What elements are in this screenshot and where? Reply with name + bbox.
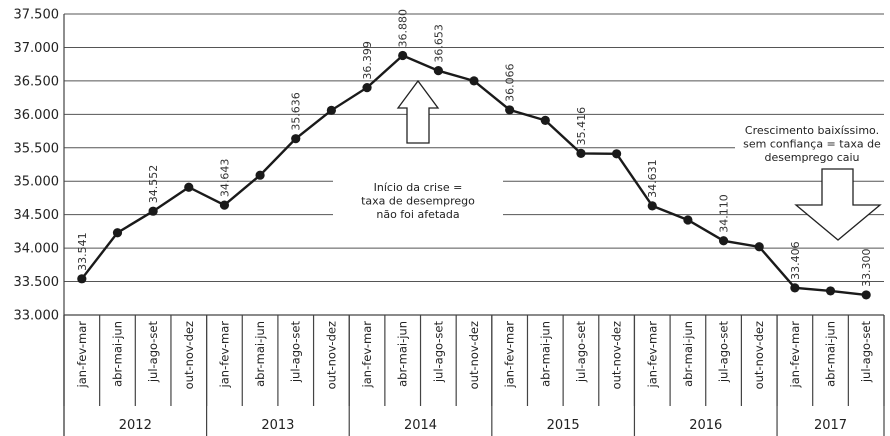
x-axis: jan-fev-mar abr-mai-jun jul-ago-set out-nov…: [63, 14, 885, 436]
y-tick-label: 35.500: [14, 141, 60, 156]
data-point: [184, 182, 194, 192]
y-tick-label: 34.000: [14, 242, 60, 257]
year-label: 2017: [814, 418, 847, 433]
x-tick-label: jul-ago-set: [289, 321, 303, 384]
data-point: [754, 242, 764, 252]
x-tick-label: abr-mai-jun: [396, 321, 410, 387]
x-tick-label: abr-mai-jun: [824, 321, 838, 387]
y-tick-label: 34.500: [14, 208, 60, 223]
year-label: 2016: [689, 418, 722, 433]
x-tick-label: out-nov-dez: [752, 321, 766, 389]
data-point: [112, 228, 123, 238]
annotation-1-text: Início da crise =: [374, 181, 463, 194]
x-tick-label: jan-fev-mar: [75, 321, 89, 389]
x-tick-label: abr-mai-jun: [253, 321, 267, 387]
data-labels: 33.541 34.552 34.643 35.636 36.399 36.880 36.6…: [76, 9, 873, 287]
data-label: 36.066: [504, 63, 517, 102]
y-tick-label: 36.500: [14, 74, 60, 89]
x-tick-label: out-nov-dez: [324, 321, 338, 389]
data-label: 33.406: [789, 241, 802, 280]
year-label: 2015: [547, 418, 580, 433]
data-label: 35.636: [290, 92, 303, 131]
y-axis-ticks: 33.000 33.500 34.000 34.500 35.000 35.500 36.0…: [14, 8, 60, 324]
up-arrow-shape: [396, 79, 440, 144]
data-point: [718, 236, 729, 246]
data-label: 36.880: [397, 9, 410, 48]
annotation-1-text: não foi afetada: [376, 208, 459, 221]
data-point: [362, 83, 372, 93]
x-tick-label: out-nov-dez: [610, 321, 624, 389]
year-label: 2013: [261, 418, 294, 433]
annotation-1-text: taxa de desemprego: [361, 195, 475, 208]
data-point: [469, 76, 479, 86]
x-tick-label: jan-fev-mar: [645, 321, 659, 389]
x-tick-label: jul-ago-set: [574, 321, 588, 384]
x-tick-label: abr-mai-jun: [110, 321, 124, 387]
data-label: 36.653: [432, 24, 445, 63]
data-point: [326, 105, 336, 115]
data-label: 35.416: [575, 107, 588, 146]
data-point: [433, 66, 443, 76]
y-tick-label: 35.000: [14, 175, 60, 190]
annotation-2-box: [735, 121, 887, 165]
x-tick-label: jul-ago-set: [717, 321, 731, 384]
data-point: [576, 148, 586, 158]
data-point: [790, 283, 800, 293]
x-tick-label: jan-fev-mar: [503, 321, 517, 389]
series-line: [80, 54, 867, 297]
x-tick-label: jan-fev-mar: [217, 321, 231, 389]
x-tick-label: jul-ago-set: [859, 321, 873, 384]
down-arrow-shape: [794, 168, 882, 241]
data-label: 34.643: [218, 159, 231, 198]
annotation-2-text: desemprego caiu: [764, 151, 859, 164]
data-point: [219, 200, 230, 210]
data-point: [683, 215, 693, 225]
annotation-1-box: [333, 177, 503, 229]
data-label: 34.552: [147, 165, 160, 204]
annotation-2-text: sem confiança = taxa de: [743, 138, 881, 151]
y-tick-label: 33.000: [14, 309, 60, 324]
data-point: [612, 149, 622, 159]
data-label: 34.110: [718, 194, 731, 233]
data-point: [540, 115, 550, 125]
y-tick-label: 33.500: [14, 275, 60, 290]
data-point: [647, 201, 657, 211]
y-tick-label: 37.500: [14, 8, 60, 23]
x-tick-label: jan-fev-mar: [360, 321, 374, 389]
data-label: 33.300: [860, 248, 873, 287]
x-tick-label: abr-mai-jun: [538, 321, 552, 387]
data-label: 33.541: [76, 232, 89, 271]
series: [77, 50, 871, 300]
data-label: 34.631: [646, 159, 659, 198]
year-label: 2014: [404, 418, 437, 433]
x-tick-label: out-nov-dez: [182, 321, 196, 389]
data-point: [861, 290, 871, 300]
data-point: [291, 134, 301, 144]
year-label: 2012: [119, 418, 152, 433]
data-label: 36.399: [361, 41, 374, 80]
y-tick-label: 37.000: [14, 41, 60, 56]
data-point: [825, 286, 836, 296]
x-tick-label: abr-mai-jun: [681, 321, 695, 387]
data-point: [255, 170, 265, 180]
x-tick-label: jul-ago-set: [146, 321, 160, 384]
x-tick-label: jan-fev-mar: [788, 321, 802, 389]
data-point: [77, 274, 87, 284]
data-point: [398, 50, 408, 61]
x-tick-label: jul-ago-set: [431, 321, 445, 384]
data-point: [505, 105, 515, 115]
x-tick-label: out-nov-dez: [467, 321, 481, 389]
annotation-2-text: Crescimento baixíssimo.: [745, 124, 879, 137]
data-point: [148, 206, 158, 216]
y-tick-label: 36.000: [14, 108, 60, 123]
